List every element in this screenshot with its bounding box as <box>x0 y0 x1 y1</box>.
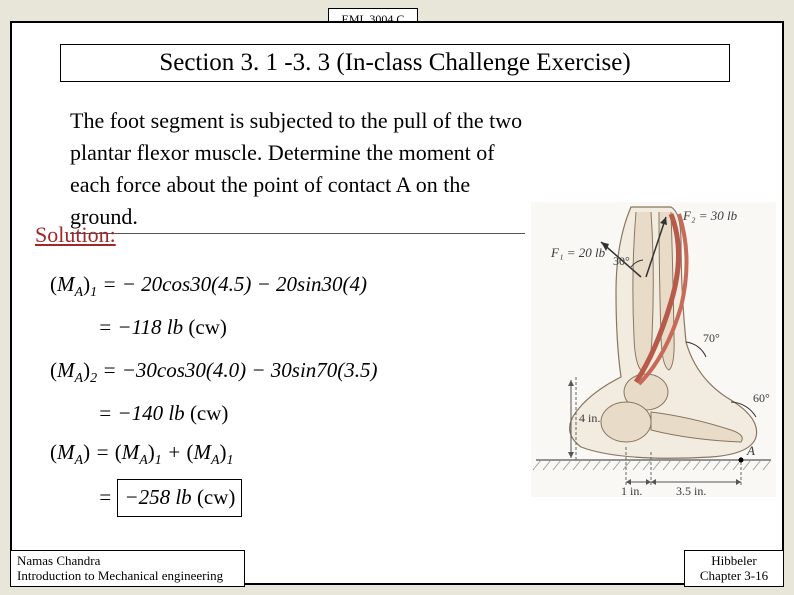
problem-line-2: plantar flexor muscle. Determine the mom… <box>70 137 590 169</box>
ma-final-unit: lb <box>175 485 191 509</box>
chapter-page: Chapter 3-16 <box>689 568 779 584</box>
label-30: 30° <box>613 254 630 268</box>
label-60: 60° <box>753 391 770 405</box>
footer-right-box: Hibbeler Chapter 3-16 <box>684 550 784 587</box>
equation-ma1: (MA)1 = − 20cos30(4.5) − 20sin30(4) <box>50 268 378 305</box>
label-70: 70° <box>703 331 720 345</box>
problem-line-1: The foot segment is subjected to the pul… <box>70 105 590 137</box>
equation-ma1-result: = −118 lb (cw) <box>50 311 378 345</box>
book-name: Hibbeler <box>689 553 779 569</box>
course-name: Introduction to Mechanical engineering <box>17 568 238 584</box>
ma2-expr: = −30cos30(4.0) − 30sin70(3.5) <box>102 358 377 382</box>
title-box: Section 3. 1 -3. 3 (In-class Challenge E… <box>60 44 730 82</box>
label-f1: F₁ = 20 lb <box>550 245 606 260</box>
label-4in: 4 in. <box>579 411 600 425</box>
equation-ma2-result: = −140 lb (cw) <box>50 397 378 431</box>
ma1-val: = −118 <box>98 315 162 339</box>
solution-heading: Solution: <box>35 222 116 248</box>
problem-line-3: each force about the point of contact A … <box>70 169 525 234</box>
ma2-dir: (cw) <box>190 401 228 425</box>
ma1-expr: = − 20cos30(4.5) − 20sin30(4) <box>102 272 367 296</box>
ma-final-val: −258 <box>124 485 175 509</box>
equations-block: (MA)1 = − 20cos30(4.5) − 20sin30(4) = −1… <box>50 268 378 523</box>
label-f2: F₂ = 30 lb <box>682 208 738 223</box>
final-answer-box: −258 lb (cw) <box>117 479 242 517</box>
label-35in: 3.5 in. <box>676 484 706 497</box>
author-name: Namas Chandra <box>17 553 238 569</box>
ma2-unit: lb <box>168 401 184 425</box>
label-1in: 1 in. <box>621 484 642 497</box>
ma1-dir: (cw) <box>188 315 226 339</box>
label-A: A <box>746 443 755 458</box>
slide-title: Section 3. 1 -3. 3 (In-class Challenge E… <box>159 49 630 76</box>
ma2-val: = −140 <box>98 401 163 425</box>
ma-final-dir: (cw) <box>197 485 235 509</box>
foot-diagram: F₁ = 20 lb F₂ = 30 lb 30° 70° 60° 4 in. … <box>531 202 776 497</box>
foot-svg: F₁ = 20 lb F₂ = 30 lb 30° 70° 60° 4 in. … <box>531 202 776 497</box>
equation-ma-final: = −258 lb (cw) <box>50 479 378 517</box>
equation-ma-sum: (MA) = (MA)1 + (MA)1 <box>50 436 378 473</box>
problem-statement: The foot segment is subjected to the pul… <box>70 105 590 234</box>
equation-ma2: (MA)2 = −30cos30(4.0) − 30sin70(3.5) <box>50 354 378 391</box>
ma1-unit: lb <box>167 315 183 339</box>
footer-left-box: Namas Chandra Introduction to Mechanical… <box>10 550 245 587</box>
